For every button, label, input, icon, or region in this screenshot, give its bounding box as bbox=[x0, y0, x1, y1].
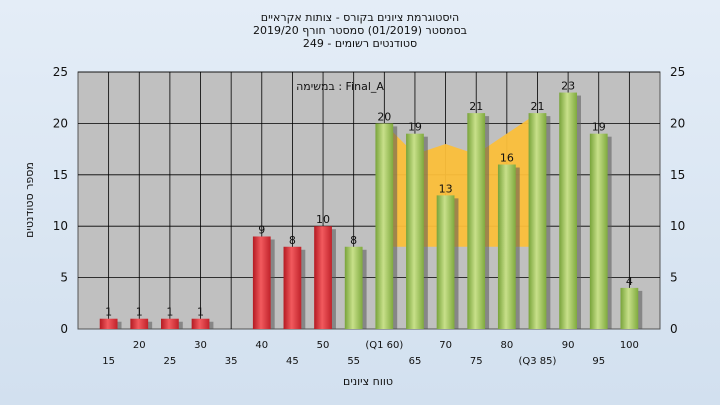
bar bbox=[191, 318, 210, 329]
bar bbox=[344, 246, 363, 329]
bar-value-label: 1 bbox=[136, 306, 143, 319]
x-tick-label: 50 bbox=[317, 340, 330, 351]
y-tick-label-left: 0 bbox=[60, 322, 68, 336]
x-tick-label: 75 bbox=[470, 356, 483, 367]
bar-value-label: 19 bbox=[408, 121, 422, 134]
bar bbox=[161, 318, 179, 329]
bar-value-label: 19 bbox=[592, 121, 606, 134]
y-tick-label-left: 15 bbox=[53, 168, 68, 182]
bar-value-label: 10 bbox=[316, 213, 330, 226]
bar bbox=[252, 236, 271, 329]
x-tick-label: 80 bbox=[500, 340, 513, 351]
y-axis-title: מספר סטודנטים bbox=[23, 162, 36, 238]
y-tick-label-left: 10 bbox=[53, 219, 68, 233]
y-tick-label-right: 5 bbox=[670, 271, 678, 285]
x-tick-label: 40 bbox=[255, 340, 268, 351]
bar bbox=[99, 318, 118, 329]
y-tick-label-left: 25 bbox=[53, 65, 68, 79]
bar-value-label: 21 bbox=[530, 100, 544, 113]
x-tick-label: 25 bbox=[164, 356, 177, 367]
bar-value-label: 21 bbox=[469, 100, 483, 113]
chart-title-line-2: בסמסטר (01/2019) סמסטר חורף 2019/20 bbox=[253, 24, 467, 37]
bar bbox=[497, 164, 516, 329]
y-tick-label-right: 20 bbox=[670, 116, 685, 130]
chart-title-line-1: היסטוגרמת ציונים בקורס - צותות אקראיים bbox=[261, 11, 459, 24]
y-axis-right: 0 5 10 15 20 25 bbox=[670, 65, 685, 336]
x-tick-label: (Q1 60) bbox=[365, 340, 403, 351]
bar bbox=[375, 123, 394, 330]
bar-value-label: 23 bbox=[561, 80, 575, 93]
bar-value-label: 4 bbox=[626, 275, 633, 288]
x-axis-title: טווח ציונים bbox=[343, 375, 393, 388]
x-tick-label: (Q3 85) bbox=[518, 356, 556, 367]
bar-value-label: 8 bbox=[350, 234, 357, 247]
bar-value-label: 8 bbox=[289, 234, 296, 247]
y-tick-label-left: 5 bbox=[60, 271, 68, 285]
x-tick-label: 95 bbox=[592, 356, 605, 367]
y-tick-label-left: 20 bbox=[53, 116, 68, 130]
x-tick-label: 20 bbox=[133, 340, 146, 351]
x-tick-label: 90 bbox=[562, 340, 575, 351]
bar bbox=[314, 226, 332, 329]
bar-value-label: 1 bbox=[197, 306, 204, 319]
bar bbox=[559, 92, 577, 329]
bar-value-label: 20 bbox=[377, 110, 391, 123]
y-tick-label-right: 25 bbox=[670, 65, 685, 79]
bar bbox=[589, 133, 608, 329]
x-tick-label: 70 bbox=[439, 340, 452, 351]
x-axis: 15 20 25 30 35 40 45 50 55 (Q1 60) 65 70 75 80 (Q3 85)… bbox=[102, 340, 639, 367]
x-tick-label: 15 bbox=[102, 356, 115, 367]
bar bbox=[436, 195, 455, 329]
bar bbox=[130, 318, 149, 329]
bar-value-label: 13 bbox=[439, 182, 453, 195]
bar bbox=[406, 133, 424, 329]
x-tick-label: 30 bbox=[194, 340, 207, 351]
legend-text: במשימה : Final_A bbox=[296, 80, 384, 93]
bar bbox=[528, 113, 547, 330]
bar bbox=[620, 287, 639, 329]
x-tick-label: 55 bbox=[347, 356, 360, 367]
x-tick-label: 65 bbox=[409, 356, 422, 367]
bars-layer bbox=[99, 92, 643, 330]
chart-title-line-3: סטודנטים רשומים - 249 bbox=[303, 37, 417, 50]
x-tick-label: 100 bbox=[620, 340, 639, 351]
y-tick-label-right: 10 bbox=[670, 219, 685, 233]
bar bbox=[283, 246, 302, 329]
bar-value-label: 1 bbox=[166, 306, 173, 319]
bar-value-label: 9 bbox=[258, 223, 265, 236]
bar-value-label: 16 bbox=[500, 152, 514, 165]
bar bbox=[467, 113, 486, 330]
x-tick-label: 35 bbox=[225, 356, 238, 367]
y-tick-label-right: 0 bbox=[670, 322, 678, 336]
y-axis-left: 0 5 10 15 20 25 bbox=[53, 65, 68, 336]
bar-value-label: 1 bbox=[105, 306, 112, 319]
y-tick-label-right: 15 bbox=[670, 168, 685, 182]
x-tick-label: 45 bbox=[286, 356, 299, 367]
